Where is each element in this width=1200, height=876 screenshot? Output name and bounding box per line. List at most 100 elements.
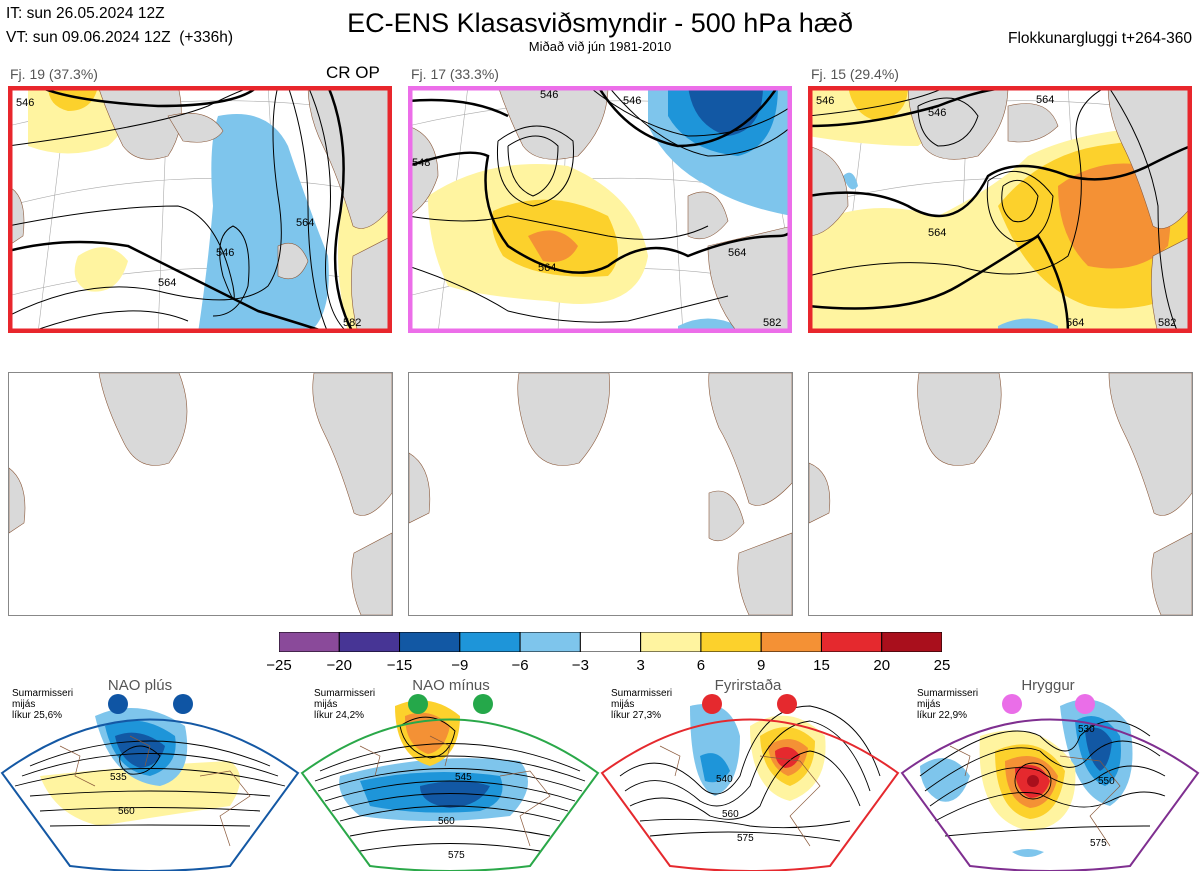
regime-dot	[777, 694, 797, 714]
contour-label: 564	[928, 227, 946, 239]
regime-blocking-map: 540 560 575	[600, 694, 900, 872]
regime-dot	[173, 694, 193, 714]
height-contours	[808, 86, 1179, 333]
regime-2-mean: mijás	[314, 699, 338, 710]
colorbar-swatch	[820, 631, 883, 653]
anomaly-shading	[428, 86, 792, 333]
colorbar-tick-label: 3	[636, 657, 645, 674]
cluster-2-map: 546 546 548 564 564 582	[408, 86, 792, 333]
regime-4-likelihood: líkur 22,9%	[917, 710, 968, 721]
colorbar-swatch	[700, 631, 762, 653]
regime-1-likelihood: líkur 25,6%	[12, 710, 63, 721]
contour-label: 564	[1066, 317, 1084, 329]
regime-dot	[473, 694, 493, 714]
contour-label: 564	[158, 277, 176, 289]
colorbar-tick-label: 9	[757, 657, 766, 674]
colorbar-tick-label: −25	[266, 657, 292, 674]
regimes-section: 535 560 545 560 575	[0, 676, 1200, 872]
init-time: IT: sun 26.05.2024 12Z	[6, 5, 165, 22]
regime-contour-label: 575	[737, 833, 754, 844]
contour-label: 546	[16, 97, 34, 109]
colorbar-tick-label: 20	[873, 657, 891, 674]
colorbar-tick-label: −20	[326, 657, 352, 674]
colorbar-swatch	[399, 631, 461, 653]
regime-contour-label: 545	[455, 772, 472, 783]
colorbar-tick-label: 6	[696, 657, 706, 674]
contour-label: 582	[1158, 317, 1176, 329]
page-title: EC-ENS Klasasviðsmyndir - 500 hPa hæð	[347, 8, 853, 38]
land	[9, 373, 392, 615]
empty-map-2	[408, 372, 793, 616]
cluster-3-label: Fj. 15 (29.4%)	[811, 66, 899, 82]
window-label: Flokkunargluggi t+264-360	[1008, 30, 1192, 47]
contour-label: 546	[540, 89, 558, 101]
page-subtitle: Miðað við jún 1981-2010	[528, 39, 672, 54]
regime-contour-label: 575	[1090, 838, 1107, 849]
colorbar-tick-label: 25	[933, 657, 951, 674]
contour-label: 564	[1036, 94, 1054, 106]
land	[809, 373, 1192, 615]
regime-1-season: Sumarmisseri	[12, 688, 74, 699]
regime-1-mean: mijás	[12, 699, 36, 710]
land	[408, 86, 792, 333]
colorbar-swatch	[881, 631, 943, 653]
contour-label: 582	[343, 317, 361, 329]
regime-dot	[1075, 694, 1095, 714]
regime-3-mean: mijás	[611, 699, 635, 710]
regime-1-info: Sumarmisseri mijás líkur 25,6%	[12, 688, 73, 721]
valid-time: VT: sun 09.06.2024 12Z (+336h)	[6, 29, 234, 46]
regime-2-likelihood: líkur 24,2%	[314, 710, 365, 721]
colorbar-swatch	[338, 631, 401, 653]
colorbar-swatch	[760, 631, 822, 653]
regime-dot	[108, 694, 128, 714]
regime-4-info: Sumarmisseri mijás líkur 22,9%	[917, 688, 978, 721]
height-contours	[408, 86, 792, 323]
regime-3-info: Sumarmisseri mijás líkur 27,3%	[611, 688, 672, 721]
colorbar	[278, 631, 943, 653]
contour-label: 546	[623, 95, 641, 107]
regime-contour-label: 560	[722, 809, 739, 820]
contour-label: 564	[296, 217, 314, 229]
cluster-3-map: 546 546 564 564 564 582	[808, 86, 1192, 333]
colorbar-tick-label: −6	[511, 657, 529, 674]
regime-2-season: Sumarmisseri	[314, 688, 376, 699]
colorbar-swatch	[459, 631, 521, 653]
contour-label: 582	[763, 317, 781, 329]
colorbar-swatch	[640, 631, 702, 653]
regime-contour-label: 550	[1098, 776, 1115, 787]
contour-label: 564	[538, 262, 556, 274]
regime-contour-label: 540	[716, 774, 733, 785]
cluster-1-tag: CR OP	[326, 63, 380, 82]
land	[409, 373, 792, 615]
contour-label: 546	[928, 107, 946, 119]
colorbar-tick-label: −15	[386, 657, 413, 674]
regime-3-title: Fyrirstaða	[714, 677, 782, 694]
regime-2-info: Sumarmisseri mijás líkur 24,2%	[314, 688, 375, 721]
cluster-1-map: 546 564 546 564 582	[8, 86, 392, 333]
empty-map-3	[808, 372, 1193, 616]
cluster-1-frame	[8, 86, 392, 333]
contour-label: 548	[412, 157, 430, 169]
cluster-3-frame	[808, 86, 1192, 333]
regime-contour-label: 530	[1078, 724, 1095, 735]
colorbar-tick-label: −3	[571, 657, 589, 674]
empty-map-1	[8, 372, 393, 616]
height-contours	[8, 86, 349, 333]
colorbar-swatch	[579, 631, 642, 653]
regime-contour-label: 575	[448, 850, 465, 861]
regime-contour-label: 535	[110, 772, 127, 783]
cluster-2-frame	[408, 86, 792, 333]
contour-label: 546	[816, 95, 834, 107]
cluster-2-label: Fj. 17 (33.3%)	[411, 66, 499, 82]
regime-ridge-map: 530 550 575	[900, 694, 1200, 872]
regime-3-likelihood: líkur 27,3%	[611, 710, 662, 721]
regime-4-season: Sumarmisseri	[917, 688, 979, 699]
cluster-1-label: Fj. 19 (37.3%)	[10, 66, 98, 82]
regime-3-season: Sumarmisseri	[611, 688, 673, 699]
regime-1-title: NAO plús	[107, 677, 173, 694]
contour-label: 546	[216, 247, 234, 259]
colorbar-tick-label: 15	[813, 657, 830, 674]
regime-dot	[1002, 694, 1022, 714]
regime-nao-plus-map: 535 560	[0, 694, 300, 872]
colorbar-swatch	[278, 631, 340, 653]
